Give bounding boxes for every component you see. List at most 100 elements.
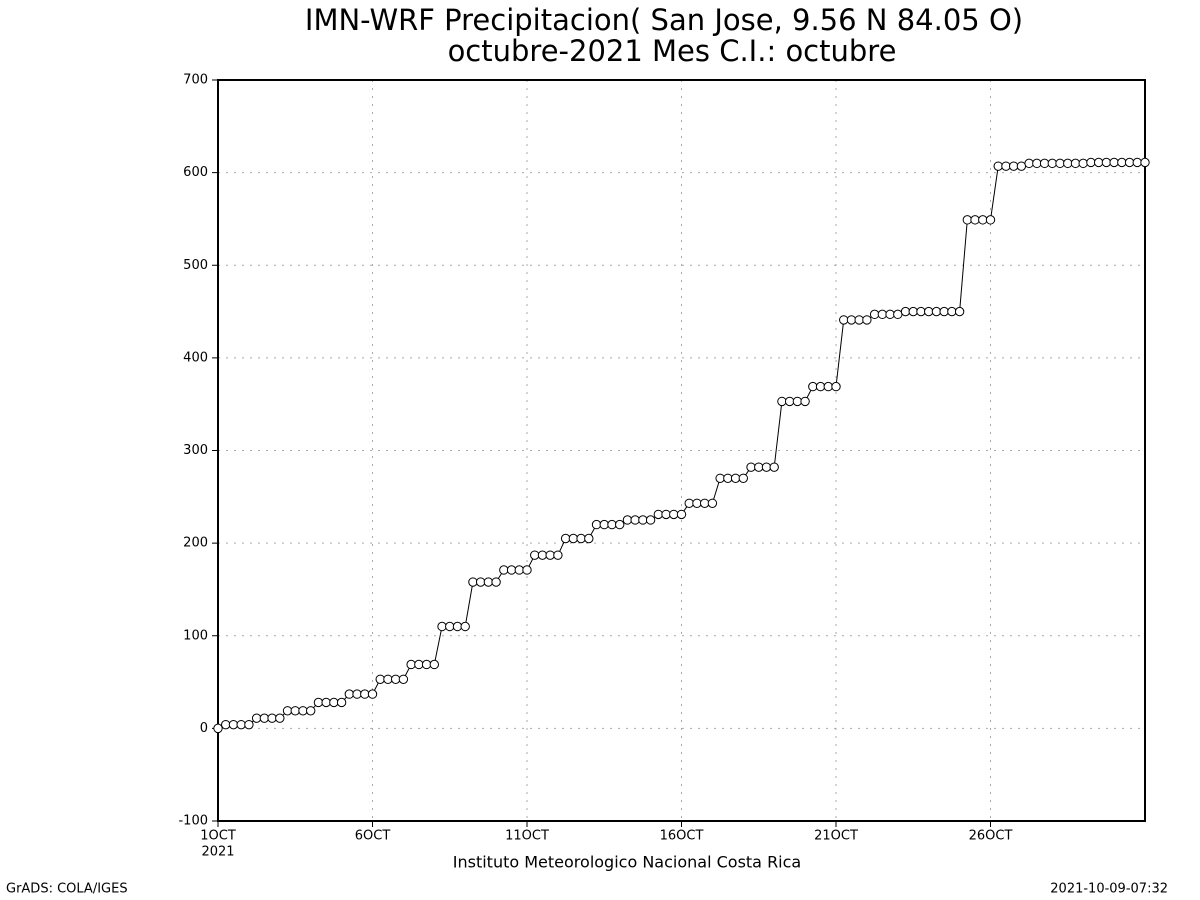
point [692, 498, 702, 508]
point [800, 396, 810, 407]
point [815, 381, 826, 392]
x-year-label: 2021 [201, 845, 234, 860]
point [808, 381, 818, 392]
point [1008, 161, 1019, 171]
point [313, 697, 324, 708]
point [1124, 157, 1135, 168]
point [615, 519, 625, 530]
point [869, 309, 880, 320]
point [862, 315, 872, 325]
y-tick-label: 300 [183, 443, 208, 458]
point [398, 674, 409, 684]
point [429, 659, 439, 670]
y-tick-label: 700 [183, 73, 208, 88]
point [560, 533, 571, 544]
point [1093, 157, 1104, 168]
point [213, 723, 223, 734]
y-tick-label: 100 [183, 628, 208, 643]
point [653, 509, 664, 520]
point [375, 674, 385, 684]
point [916, 306, 926, 317]
point [491, 577, 501, 587]
point [630, 515, 640, 525]
point [360, 689, 370, 699]
point [1101, 157, 1112, 168]
point [924, 306, 934, 317]
x-tick-label: 26OCT [969, 829, 1013, 844]
footer-right: 2021-10-09-07:32 [1050, 882, 1168, 897]
point [522, 565, 532, 575]
x-tick-label: 11OCT [505, 829, 549, 844]
point [908, 306, 918, 317]
point [306, 706, 316, 716]
point [993, 161, 1003, 171]
point [1024, 158, 1034, 169]
point [900, 306, 911, 317]
point [298, 706, 308, 716]
point [1001, 161, 1011, 171]
point [607, 519, 617, 530]
point [1039, 158, 1050, 169]
point [839, 315, 849, 325]
point [1032, 158, 1042, 169]
point [390, 674, 401, 684]
point [954, 306, 965, 317]
point [792, 396, 803, 407]
point [1086, 157, 1096, 168]
point [769, 462, 779, 472]
point [638, 515, 648, 525]
point [699, 498, 710, 508]
y-tick-label: 500 [183, 258, 208, 273]
point [854, 315, 864, 325]
point [1117, 157, 1127, 168]
point [460, 621, 470, 632]
point [321, 697, 331, 708]
point [985, 215, 996, 225]
point [730, 473, 741, 483]
point [676, 509, 687, 520]
point [344, 689, 355, 699]
point [1070, 158, 1081, 169]
point [669, 509, 679, 520]
point [452, 621, 463, 632]
y-tick-label: -100 [178, 814, 208, 829]
point [514, 565, 524, 575]
point [746, 462, 756, 472]
point [537, 550, 548, 560]
point [545, 550, 555, 560]
plot-frame [217, 79, 1146, 822]
point [1078, 158, 1088, 169]
point [715, 473, 725, 483]
point [877, 309, 888, 320]
point [282, 706, 293, 716]
point [475, 577, 486, 587]
point [336, 697, 347, 708]
point [978, 215, 988, 225]
point [831, 381, 841, 392]
point [406, 659, 416, 670]
point [329, 697, 339, 708]
point [1047, 158, 1058, 169]
point [568, 533, 579, 544]
point [684, 498, 694, 508]
y-tick-label: 600 [183, 165, 208, 180]
point [483, 577, 494, 587]
point [931, 306, 942, 317]
point [823, 381, 833, 392]
point [383, 674, 393, 684]
point [645, 515, 656, 525]
point [885, 309, 895, 320]
y-tick-label: 400 [183, 350, 208, 365]
point [1016, 161, 1027, 171]
point [530, 550, 540, 560]
y-tick-label: 0 [200, 721, 208, 736]
point [1055, 158, 1065, 169]
point [1132, 157, 1142, 168]
point [784, 396, 795, 407]
point [414, 659, 424, 670]
point [777, 396, 787, 407]
point [893, 309, 903, 320]
point [437, 621, 447, 632]
